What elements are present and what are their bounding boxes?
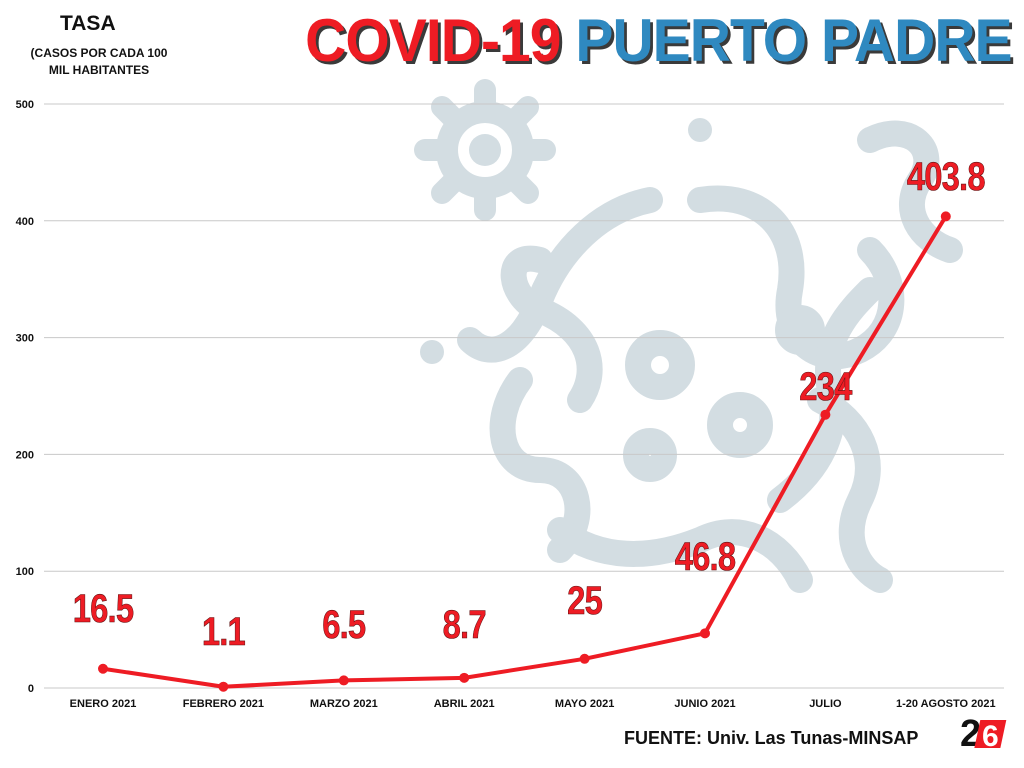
data-label: 25	[567, 578, 602, 623]
chart-grid	[44, 103, 1004, 689]
source-note: FUENTE: Univ. Las Tunas-MINSAP	[624, 728, 919, 748]
x-tick-label: FEBRERO 2021	[183, 698, 264, 710]
data-label: 403.8	[907, 154, 985, 199]
y-axis-title: TASA	[60, 12, 116, 35]
x-axis-ticks: ENERO 2021 FEBRERO 2021 MARZO 2021 ABRIL 20…	[70, 698, 996, 710]
data-label: 16.5	[73, 586, 134, 631]
data-point	[579, 653, 590, 664]
y-tick-label: 0	[28, 683, 34, 695]
series-line	[101, 214, 948, 689]
y-axis-subtitle: (CASOS POR CADA 100 MIL HABITANTES	[30, 46, 168, 77]
y-tick-label: 500	[16, 99, 34, 111]
x-tick-label: MAYO 2021	[555, 698, 615, 710]
x-tick-label: ABRIL 2021	[434, 698, 495, 710]
logo-26: 2 6	[960, 713, 1007, 752]
data-point	[700, 628, 710, 639]
y-axis-ticks: 0 100 200 300 400 500	[16, 99, 34, 695]
x-tick-label: 1-20 AGOSTO 2021	[896, 698, 996, 710]
x-tick-label: JULIO	[809, 698, 842, 710]
data-label: 6.5	[322, 602, 366, 647]
data-point	[940, 211, 951, 222]
svg-text:6: 6	[982, 720, 999, 752]
data-point	[459, 672, 470, 683]
data-point	[98, 663, 108, 674]
title-covid: COVID-19	[305, 7, 562, 74]
y-tick-label: 200	[16, 449, 34, 461]
y-tick-label: 100	[16, 566, 34, 578]
data-labels: 16.5 1.1 6.5 8.7 25 46.8 234 403.8	[72, 154, 986, 654]
y-tick-label: 300	[16, 333, 34, 345]
data-label: 1.1	[202, 609, 246, 654]
series-points	[98, 211, 951, 692]
data-label: 234	[799, 364, 853, 409]
chart-title: COVID-19 PUERTO PADRE	[305, 6, 1013, 75]
data-point	[218, 681, 229, 692]
virus-watermark	[414, 79, 963, 593]
x-tick-label: ENERO 2021	[70, 698, 137, 710]
x-tick-label: MARZO 2021	[310, 698, 378, 710]
title-place: PUERTO PADRE	[575, 7, 1013, 74]
data-point	[820, 409, 831, 420]
data-label: 8.7	[443, 602, 486, 647]
data-label: 46.8	[675, 534, 736, 579]
y-tick-label: 400	[16, 216, 34, 228]
data-point	[338, 675, 349, 686]
x-tick-label: JUNIO 2021	[674, 698, 735, 710]
series-line-path	[101, 214, 948, 689]
